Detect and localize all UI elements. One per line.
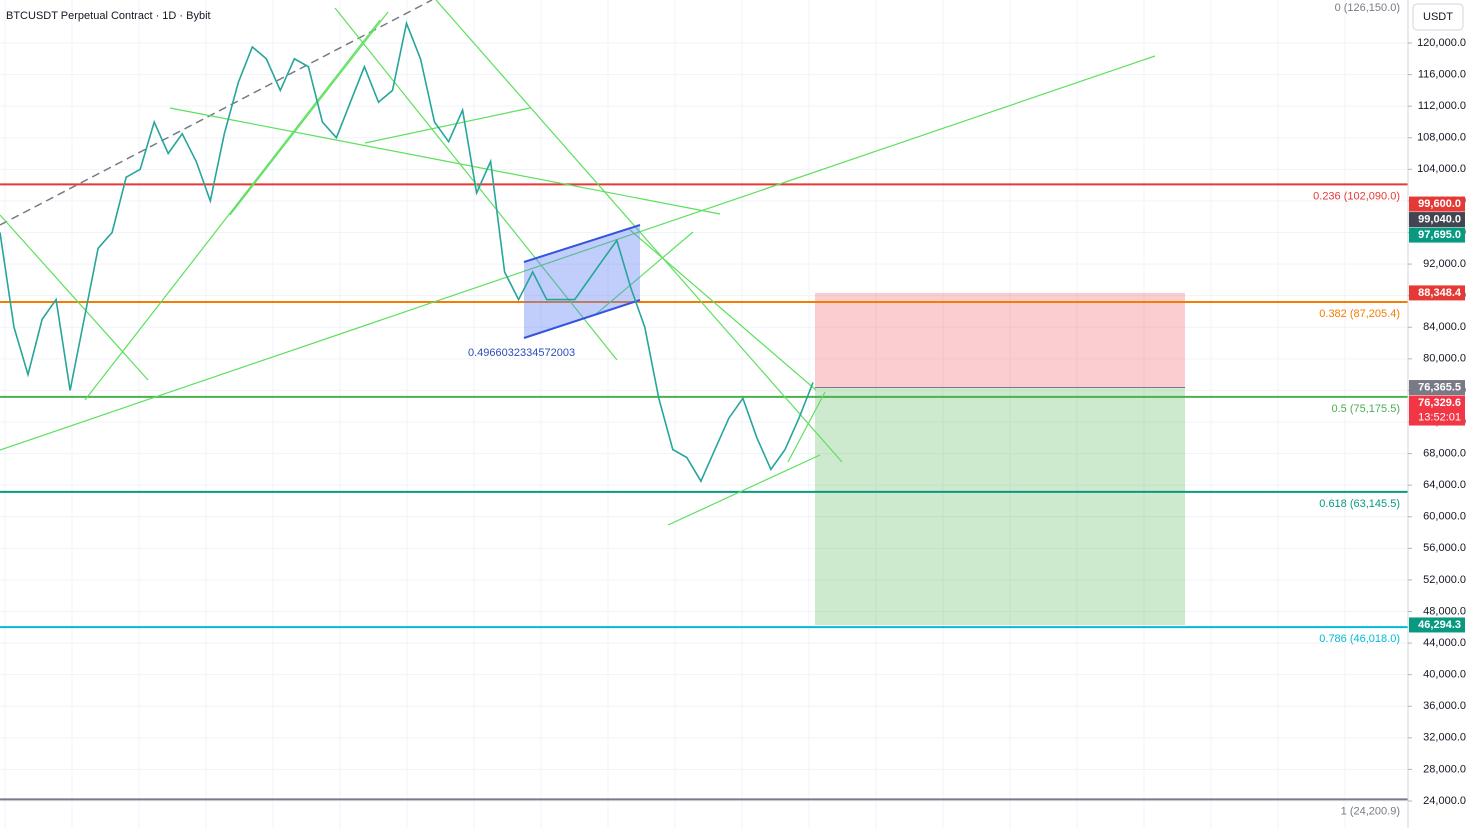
y-tick-label: 52,000.0 (1423, 574, 1466, 586)
price-badge-label: 97,695.0 (1418, 229, 1461, 241)
y-tick-label: 116,000.0 (1418, 68, 1466, 80)
drawings: 0.4966032334572003 (0, 0, 1156, 526)
y-tick-label: 112,000.0 (1418, 100, 1466, 112)
trendline (629, 229, 817, 391)
chart-title: BTCUSDT Perpetual Contract · 1D · Bybit (6, 10, 211, 22)
y-tick-label: 104,000.0 (1417, 163, 1466, 175)
trendline (364, 107, 531, 144)
fib-label: 0.618 (63,145.5) (1319, 498, 1400, 510)
channel-line (523, 299, 641, 339)
y-tick-label: 40,000.0 (1423, 669, 1466, 681)
y-tick-label: 24,000.0 (1423, 795, 1466, 807)
series (0, 20, 814, 483)
y-tick-label: 84,000.0 (1423, 321, 1466, 333)
y-tick-label: 92,000.0 (1423, 258, 1466, 270)
trendline (84, 19, 381, 401)
y-tick-label: 36,000.0 (1423, 700, 1466, 712)
price-badge-label: 99,600.0 (1418, 198, 1461, 210)
price-badge-label: 99,040.0 (1418, 213, 1461, 225)
y-tick-label: 32,000.0 (1423, 732, 1466, 744)
price-badge (1409, 285, 1465, 301)
trendline (0, 214, 149, 381)
channel-label: 0.4966032334572003 (468, 347, 575, 359)
y-tick-label: 60,000.0 (1423, 511, 1466, 523)
stop-zone (815, 292, 1185, 388)
dashed-trendline (0, 0, 433, 226)
fib-label: 0.5 (75,175.5) (1332, 403, 1401, 415)
price-badge-label: 76,365.5 (1418, 381, 1461, 393)
trendline (667, 454, 821, 526)
y-tick-label: 120,000.0 (1417, 37, 1466, 49)
y-tick-label: 68,000.0 (1423, 447, 1466, 459)
price-badge-label: 88,348.4 (1418, 287, 1462, 299)
price-badge-label: 76,329.6 (1418, 397, 1461, 409)
price-badge (1409, 196, 1465, 212)
trendline (435, 0, 843, 463)
trendline (787, 391, 826, 463)
y-tick-label: 108,000.0 (1417, 132, 1466, 144)
target-zone (815, 387, 1185, 625)
price-badge (1409, 227, 1465, 243)
price-badge (1409, 395, 1465, 426)
y-tick-label: 80,000.0 (1423, 353, 1466, 365)
channel-line (523, 224, 641, 263)
price-badge (1409, 617, 1465, 633)
currency-label[interactable]: USDT (1423, 11, 1453, 23)
y-tick-label: 64,000.0 (1423, 479, 1466, 491)
trendline (229, 11, 389, 216)
trendline (334, 7, 618, 361)
price-badge-timer: 13:52:01 (1418, 411, 1461, 423)
currency-button[interactable] (1412, 3, 1464, 31)
fib-levels: 0 (126,150.0) 0.236 (102,090.0) 0.382 (87,… (0, 2, 1408, 817)
y-tick-label: 44,000.0 (1423, 637, 1466, 649)
y-tick-label: 28,000.0 (1423, 763, 1466, 775)
fib-label: 0.382 (87,205.4) (1319, 308, 1400, 320)
fib-label: 1 (24,200.9) (1341, 805, 1400, 817)
y-tick-label: 56,000.0 (1423, 542, 1466, 554)
fib-label: 0 (126,150.0) (1335, 2, 1400, 14)
price-badges: 99,600.0 99,040.0 97,695.0 88,348.4 76,365.5… (1409, 196, 1465, 633)
price-line (0, 20, 814, 483)
trendline (594, 231, 694, 316)
price-badge (1409, 380, 1465, 396)
y-tick-label: 48,000.0 (1423, 605, 1466, 617)
position-zones (815, 292, 1185, 625)
grid (0, 42, 1408, 802)
fib-label: 0.786 (46,018.0) (1319, 633, 1400, 645)
trendline (169, 107, 721, 215)
price-badge-label: 46,294.3 (1418, 619, 1461, 631)
trendline (0, 55, 1156, 451)
price-badge (1409, 212, 1465, 228)
fib-label: 0.236 (102,090.0) (1313, 190, 1400, 202)
